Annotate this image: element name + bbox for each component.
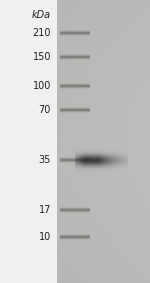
Text: 150: 150 xyxy=(33,52,51,62)
Text: 35: 35 xyxy=(39,155,51,165)
Text: 10: 10 xyxy=(39,232,51,242)
Text: 100: 100 xyxy=(33,81,51,91)
Text: 210: 210 xyxy=(33,28,51,38)
Text: 70: 70 xyxy=(39,105,51,115)
Text: 17: 17 xyxy=(39,205,51,215)
Text: kDa: kDa xyxy=(32,10,51,20)
